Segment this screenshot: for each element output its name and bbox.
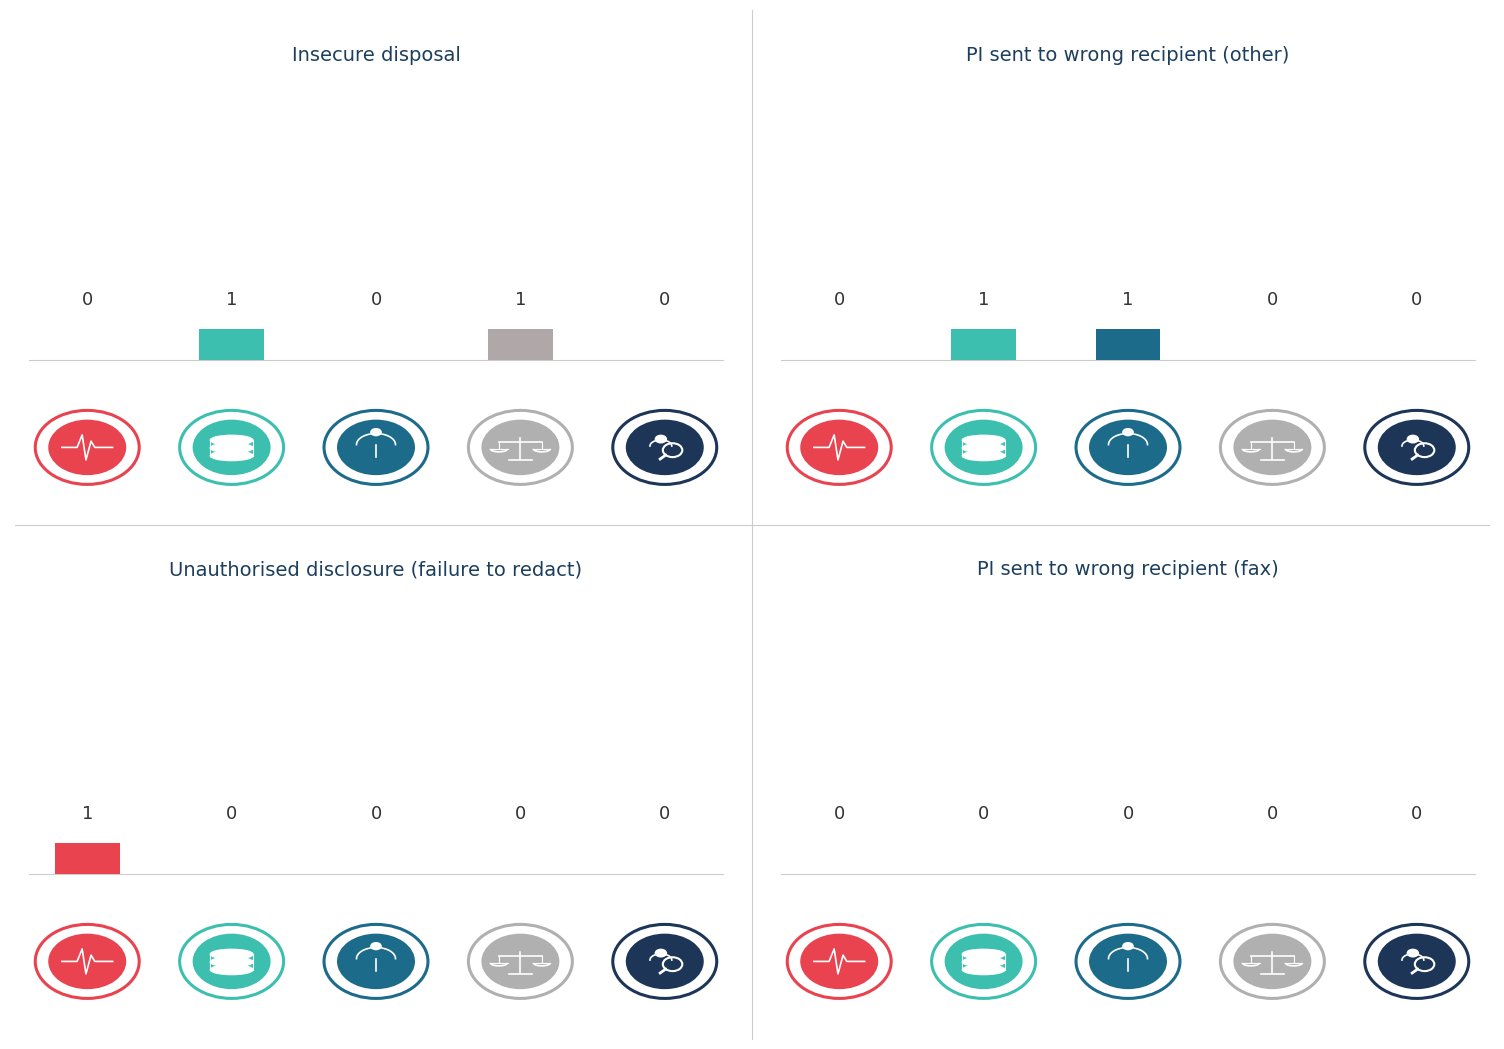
Circle shape [1378,934,1456,989]
Text: 1: 1 [1122,291,1134,308]
Ellipse shape [211,949,253,959]
Text: 0: 0 [370,805,382,822]
Circle shape [1220,924,1325,999]
Circle shape [1233,934,1311,989]
Circle shape [481,934,559,989]
Circle shape [654,434,668,444]
Circle shape [612,410,717,485]
Circle shape [787,410,892,485]
Circle shape [626,934,704,989]
Bar [951,329,1017,360]
Circle shape [468,924,573,999]
Ellipse shape [963,451,1005,461]
Bar [54,843,120,874]
Circle shape [337,934,415,989]
Circle shape [35,924,140,999]
Circle shape [1364,410,1469,485]
Circle shape [179,924,284,999]
Text: 0: 0 [978,805,990,822]
Text: 0: 0 [833,291,845,308]
Text: 0: 0 [514,805,526,822]
Ellipse shape [963,443,1005,453]
Circle shape [612,924,717,999]
Ellipse shape [211,435,253,445]
Ellipse shape [963,957,1005,967]
Circle shape [35,410,140,485]
Ellipse shape [211,957,253,967]
Circle shape [945,934,1023,989]
Circle shape [1075,410,1181,485]
Circle shape [1406,434,1420,444]
Text: 0: 0 [226,805,238,822]
Ellipse shape [963,435,1005,445]
Circle shape [945,420,1023,475]
Text: Insecure disposal: Insecure disposal [292,46,460,65]
Circle shape [1089,420,1167,475]
Circle shape [468,410,573,485]
Circle shape [931,410,1036,485]
Circle shape [323,924,429,999]
Text: 0: 0 [659,805,671,822]
Text: PI sent to wrong recipient (other): PI sent to wrong recipient (other) [966,46,1290,65]
Bar [487,329,553,360]
Circle shape [800,934,878,989]
Ellipse shape [211,443,253,453]
Text: 1: 1 [514,291,526,308]
Text: 0: 0 [1266,291,1278,308]
Circle shape [931,924,1036,999]
Ellipse shape [963,965,1005,975]
Text: 0: 0 [659,291,671,308]
Text: 0: 0 [1411,805,1423,822]
Circle shape [323,410,429,485]
Text: 0: 0 [370,291,382,308]
Text: PI sent to wrong recipient (fax): PI sent to wrong recipient (fax) [978,560,1278,579]
Circle shape [1378,420,1456,475]
Ellipse shape [963,949,1005,959]
Circle shape [1075,924,1181,999]
Text: 1: 1 [81,805,93,822]
Bar [1095,329,1161,360]
Circle shape [370,942,382,950]
Circle shape [1364,924,1469,999]
Text: 1: 1 [226,291,238,308]
Circle shape [193,934,271,989]
Circle shape [179,410,284,485]
Circle shape [626,420,704,475]
Circle shape [1122,428,1134,436]
Circle shape [193,420,271,475]
Circle shape [1089,934,1167,989]
Circle shape [337,420,415,475]
Circle shape [370,428,382,436]
Circle shape [48,934,126,989]
Text: 0: 0 [81,291,93,308]
Circle shape [48,420,126,475]
Text: 0: 0 [1266,805,1278,822]
Circle shape [1406,948,1420,958]
Circle shape [1220,410,1325,485]
Circle shape [481,420,559,475]
Ellipse shape [211,965,253,975]
Text: 1: 1 [978,291,990,308]
Text: 0: 0 [1122,805,1134,822]
Text: 0: 0 [833,805,845,822]
Circle shape [787,924,892,999]
Text: 0: 0 [1411,291,1423,308]
Text: Unauthorised disclosure (failure to redact): Unauthorised disclosure (failure to reda… [170,560,582,579]
Ellipse shape [211,451,253,461]
Circle shape [654,948,668,958]
Circle shape [800,420,878,475]
Circle shape [1233,420,1311,475]
Circle shape [1122,942,1134,950]
Bar [199,329,265,360]
